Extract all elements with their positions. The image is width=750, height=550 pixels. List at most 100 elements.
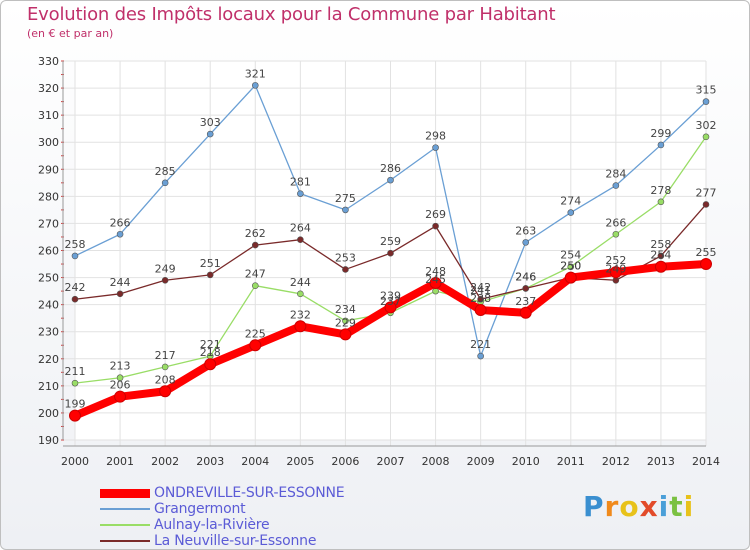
legend-label: Grangermont [154, 501, 246, 517]
data-point [159, 385, 172, 398]
logo-letter: o [619, 490, 640, 523]
x-tick-label: 2005 [286, 455, 314, 468]
data-point [116, 374, 124, 382]
data-point [612, 276, 620, 284]
data-label: 275 [335, 192, 356, 205]
y-tick-label: 210 [38, 380, 59, 393]
x-tick-label: 2006 [331, 455, 359, 468]
data-point [161, 363, 169, 371]
y-tick-label: 250 [38, 272, 59, 285]
data-label: 252 [605, 254, 626, 267]
data-point [297, 190, 304, 197]
data-label: 237 [515, 295, 536, 308]
data-point [251, 282, 259, 289]
x-tick-label: 2010 [512, 455, 540, 468]
logo-letter: x [639, 490, 659, 523]
legend-label: Aulnay-la-Rivière [154, 517, 270, 533]
legend-item: La Neuville-sur-Essonne [100, 533, 316, 549]
data-point [432, 287, 439, 295]
data-label: 321 [245, 67, 266, 80]
data-point [657, 141, 665, 149]
data-label: 298 [425, 130, 446, 143]
data-point [116, 230, 124, 238]
data-label: 221 [470, 338, 491, 351]
data-point [69, 409, 81, 422]
y-tick-label: 320 [38, 82, 59, 95]
x-tick-label: 2001 [106, 455, 134, 468]
data-point [251, 82, 259, 89]
data-label: 241 [470, 284, 491, 297]
data-point [432, 144, 439, 151]
x-tick-label: 2000 [61, 455, 89, 468]
legend-swatch [100, 540, 150, 542]
data-point [612, 230, 620, 238]
data-label: 266 [605, 216, 626, 229]
data-point [387, 176, 394, 184]
x-tick-label: 2011 [557, 455, 585, 468]
data-label: 208 [155, 373, 176, 386]
data-label: 232 [290, 308, 311, 321]
data-point [702, 133, 710, 141]
data-label: 244 [290, 276, 311, 289]
data-label: 315 [696, 84, 717, 97]
data-label: 303 [200, 116, 221, 129]
y-tick-label: 330 [38, 55, 59, 68]
data-point [474, 304, 487, 317]
data-point [297, 290, 304, 298]
data-point [114, 390, 127, 403]
data-point [522, 239, 530, 246]
data-label: 245 [425, 273, 446, 286]
y-tick-label: 200 [38, 407, 59, 420]
data-label: 229 [335, 316, 356, 329]
data-point [71, 295, 79, 303]
logo-letter: r [604, 490, 620, 523]
data-point [206, 271, 214, 279]
data-label: 217 [155, 349, 176, 362]
data-point [567, 209, 575, 216]
data-point [204, 358, 217, 371]
data-label: 302 [696, 119, 717, 132]
data-point [206, 130, 214, 138]
data-label: 250 [560, 260, 581, 273]
legend-item: Aulnay-la-Rivière [100, 517, 270, 533]
x-tick-label: 2002 [151, 455, 179, 468]
data-point [522, 285, 530, 292]
data-label: 211 [65, 365, 86, 378]
y-tick-label: 300 [38, 136, 59, 149]
data-point [700, 258, 712, 271]
x-tick-label: 2007 [377, 455, 405, 468]
chart-title: Evolution des Impôts locaux pour la Comm… [27, 4, 556, 25]
y-tick-label: 270 [38, 217, 59, 230]
data-label: 246 [515, 270, 536, 283]
x-tick-label: 2013 [647, 455, 675, 468]
data-label: 264 [290, 222, 311, 235]
data-point [249, 339, 262, 352]
legend-item: ONDREVILLE-SUR-ESSONNE [100, 485, 345, 501]
y-tick-label: 220 [38, 353, 59, 366]
data-point [429, 276, 442, 289]
x-tick-label: 2012 [602, 455, 630, 468]
data-label: 249 [605, 262, 626, 275]
data-label: 277 [696, 186, 717, 199]
data-point [612, 182, 620, 189]
legend-item: Grangermont [100, 501, 246, 517]
data-point [477, 352, 484, 360]
data-label: 285 [155, 165, 176, 178]
data-label: 253 [335, 251, 356, 264]
data-label: 255 [696, 246, 717, 259]
data-point [339, 328, 352, 341]
data-point [564, 271, 577, 284]
x-tick-label: 2004 [241, 455, 269, 468]
data-label: 242 [65, 281, 86, 294]
data-label: 254 [650, 249, 671, 262]
data-label: 266 [110, 216, 131, 229]
data-point [342, 266, 349, 273]
data-label: 206 [110, 379, 131, 392]
x-tick-label: 2009 [467, 455, 495, 468]
data-point [161, 276, 169, 284]
data-point [567, 263, 575, 271]
x-tick-label: 2003 [196, 455, 224, 468]
data-point [342, 317, 349, 325]
data-point [251, 241, 259, 249]
